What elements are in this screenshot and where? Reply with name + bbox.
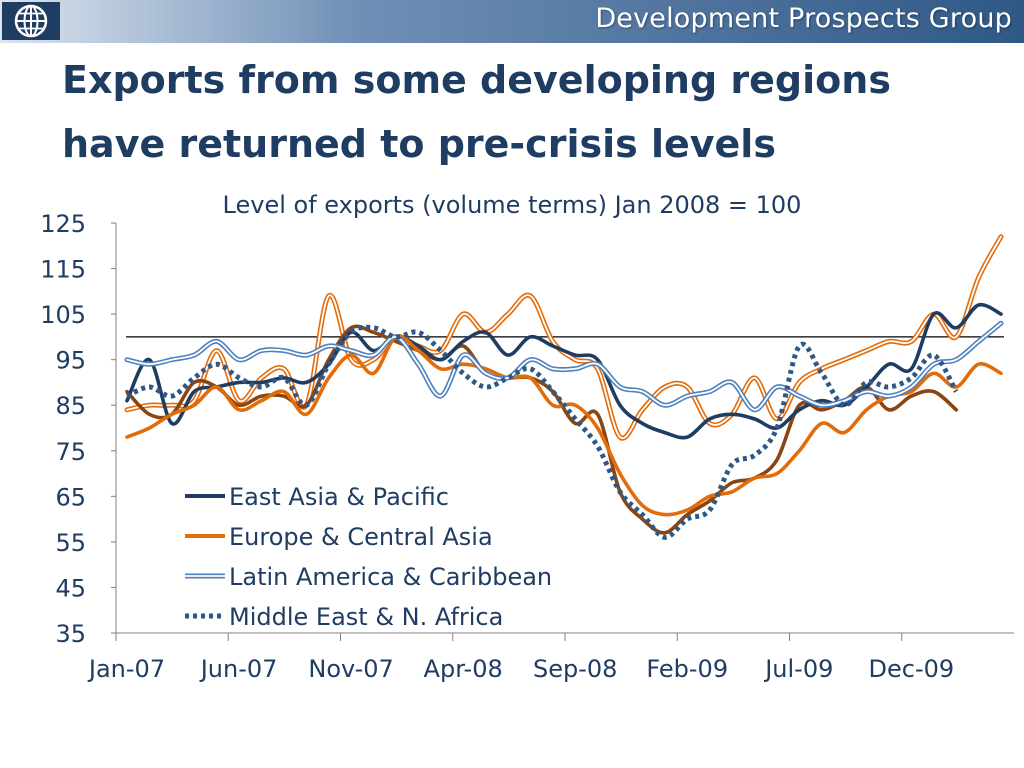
legend-label: Middle East & N. Africa <box>229 603 503 631</box>
y-tick-label: 65 <box>55 483 86 511</box>
chart-title: Level of exports (volume terms) Jan 2008… <box>223 191 802 219</box>
legend-label: East Asia & Pacific <box>229 483 449 511</box>
line-chart: Level of exports (volume terms) Jan 2008… <box>40 191 1014 683</box>
x-tick-label: Jun-07 <box>199 655 278 683</box>
logo <box>2 2 60 40</box>
legend-label: Europe & Central Asia <box>229 523 493 551</box>
x-tick-label: Sep-08 <box>533 655 617 683</box>
slide-title-line2: have returned to pre-crisis levels <box>62 122 776 166</box>
group-name: Development Prospects Group <box>595 3 1012 34</box>
y-tick-label: 95 <box>55 347 86 375</box>
header-banner: Development Prospects Group <box>0 0 1024 43</box>
slide-title-line1: Exports from some developing regions <box>62 58 891 102</box>
y-tick-label: 55 <box>55 529 86 557</box>
x-tick-label: Nov-07 <box>308 655 393 683</box>
x-tick-label: Jan-07 <box>87 655 165 683</box>
x-tick-label: Apr-08 <box>424 655 503 683</box>
y-tick-label: 85 <box>55 392 86 420</box>
y-tick-label: 125 <box>40 210 86 238</box>
chart-legend: East Asia & Pacific Europe & Central Asia… <box>185 483 552 631</box>
y-tick-label: 115 <box>40 256 86 284</box>
slide-title: Exports from some developing regions hav… <box>62 48 962 176</box>
y-tick-label: 35 <box>55 620 86 648</box>
legend-label: Latin America & Caribbean <box>229 563 552 591</box>
globe-icon <box>14 4 48 38</box>
chart-series <box>124 234 1004 540</box>
x-tick-label: Dec-09 <box>869 655 955 683</box>
y-tick-label: 105 <box>40 301 86 329</box>
x-tick-label: Jul-09 <box>763 655 833 683</box>
x-tick-label: Feb-09 <box>646 655 728 683</box>
overlay-series-line-1 <box>125 324 958 535</box>
series-line-middle-east-n-africa <box>125 324 959 540</box>
y-tick-label: 75 <box>55 438 86 466</box>
y-tick-label: 45 <box>55 574 86 602</box>
